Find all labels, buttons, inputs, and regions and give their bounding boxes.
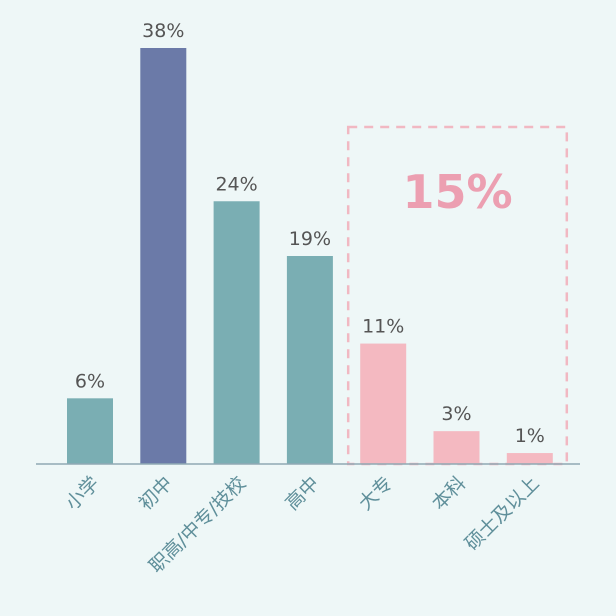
value-label-1: 6%	[75, 370, 105, 392]
value-label-7: 1%	[515, 425, 545, 447]
value-label-5: 11%	[362, 316, 404, 338]
value-labels: 6% 38% 24% 19% 11% 3% 1%	[75, 20, 545, 447]
value-label-6: 3%	[441, 403, 471, 425]
bar-5	[360, 343, 407, 464]
value-label-4: 19%	[289, 228, 331, 250]
bar-6	[433, 431, 480, 464]
highlight-group: 15%	[346, 125, 569, 466]
bar-3	[213, 201, 260, 464]
value-label-2: 38%	[142, 20, 184, 42]
bar-4	[286, 256, 333, 464]
bar-7	[506, 453, 553, 464]
highlight-total-label: 15%	[402, 165, 512, 219]
bar-2	[140, 48, 187, 464]
bar-1	[67, 398, 113, 464]
bar-series	[67, 48, 553, 464]
value-label-3: 24%	[215, 173, 257, 195]
